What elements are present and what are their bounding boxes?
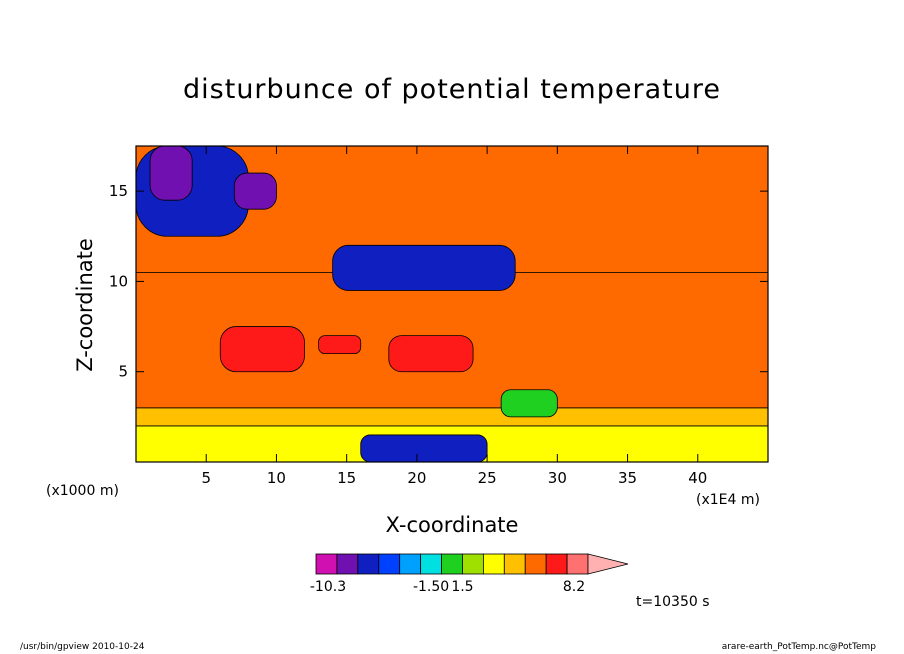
x-tick-label: 5 <box>201 469 211 487</box>
y-tick-label: 10 <box>109 272 128 290</box>
x-tick-label: 20 <box>407 469 426 487</box>
colorbar-cell <box>315 553 338 575</box>
field-region <box>219 326 305 373</box>
time-label: t=10350 s <box>636 594 710 610</box>
y-tick-label: 5 <box>118 363 128 381</box>
x-tick-label: 10 <box>267 469 286 487</box>
field-region <box>360 434 488 462</box>
colorbar-cell <box>503 553 526 575</box>
colorbar: -10.3 -1.50 1.5 8.2 <box>310 553 629 595</box>
colorbar-cell <box>462 553 484 575</box>
colorbar-cell <box>420 553 442 575</box>
colorbar-cell <box>336 553 359 575</box>
x-tick-label: 40 <box>688 469 707 487</box>
colorbar-cell <box>441 553 463 575</box>
colorbar-label: -10.3 <box>310 579 346 595</box>
x-tick-label: 30 <box>548 469 567 487</box>
x-axis-unit-left: (x1000 m) <box>46 483 119 499</box>
field-region <box>318 335 362 355</box>
footer-left: /usr/bin/gpview 2010-10-24 <box>20 642 145 652</box>
plot-area <box>136 146 768 462</box>
field-region <box>332 244 516 291</box>
x-axis-label: X-coordinate <box>385 513 519 537</box>
colorbar-label: -1.50 <box>413 579 449 595</box>
field-region <box>233 172 277 210</box>
field-region <box>136 407 768 427</box>
colorbar-label: 8.2 <box>563 579 585 595</box>
axes: 5 10 15 20 25 30 35 40 5 10 15 <box>109 145 769 487</box>
colorbar-cell <box>566 553 589 575</box>
field-region <box>149 146 193 201</box>
plot-frame <box>135 145 769 463</box>
x-tick-label: 15 <box>337 469 356 487</box>
chart-title: disturbunce of potential temperature <box>183 74 721 105</box>
colorbar-cell <box>399 553 422 575</box>
x-tick-label: 35 <box>618 469 637 487</box>
colorbar-cell <box>357 553 380 575</box>
field-region <box>500 389 558 418</box>
colorbar-cell <box>545 553 568 575</box>
colorbar-cell <box>524 553 547 575</box>
colorbar-label: 1.5 <box>451 579 473 595</box>
x-axis-unit-right: (x1E4 m) <box>696 492 760 508</box>
colorbar-cell <box>482 553 505 575</box>
x-tick-label: 25 <box>478 469 497 487</box>
footer-right: arare-earth_PotTemp.nc@PotTemp <box>721 642 876 652</box>
field-region <box>388 335 474 373</box>
colorbar-arrow <box>587 553 629 575</box>
y-tick-label: 15 <box>109 182 128 200</box>
colorbar-cell <box>378 553 401 575</box>
field-regions <box>136 146 768 462</box>
